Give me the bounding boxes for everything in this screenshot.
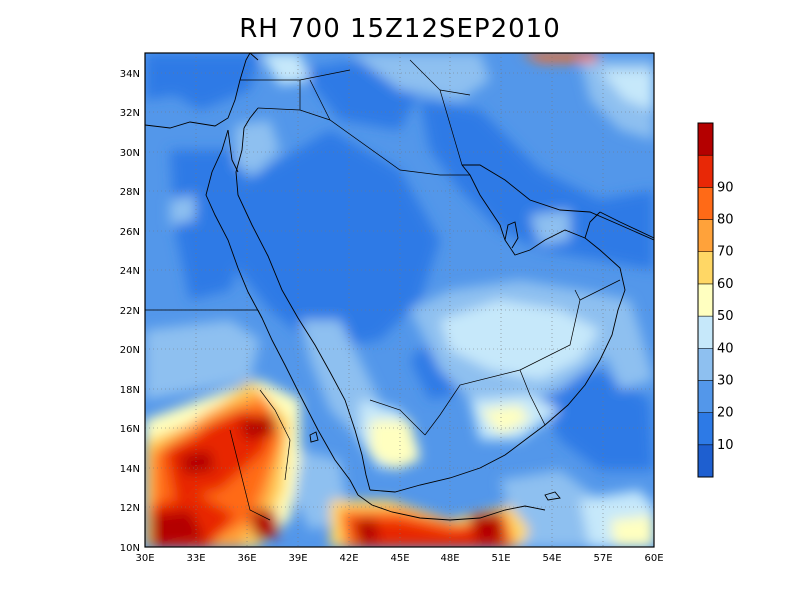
lat-tick-24n: 24N: [120, 266, 140, 277]
lon-tick-39e: 39E: [288, 553, 307, 564]
lon-tick-45e: 45E: [390, 553, 409, 564]
lat-lon-grid: [145, 53, 654, 547]
colorbar-labels: 10 20 30 40 50 60 70 80 90: [717, 180, 734, 452]
plot-frame: [144, 52, 655, 548]
lat-tick-18n: 18N: [120, 385, 140, 396]
lat-tick-22n: 22N: [120, 306, 140, 317]
colorbar-swatch: [697, 219, 714, 252]
lon-tick-36e: 36E: [237, 553, 256, 564]
lat-tick-14n: 14N: [120, 464, 140, 475]
colorbar-swatch: [697, 154, 714, 188]
colorbar-label: 60: [717, 277, 734, 292]
lon-tick-60e: 60E: [644, 553, 663, 564]
colorbar: 10 20 30 40 50 60 70 80 90: [697, 122, 734, 478]
lon-tick-51e: 51E: [491, 553, 510, 564]
colorbar-label: 80: [717, 213, 734, 228]
colorbar-swatch: [697, 122, 714, 156]
lon-tick-42e: 42E: [339, 553, 358, 564]
map-title: RH 700 15Z12SEP2010: [239, 14, 561, 44]
colorbar-swatch: [697, 444, 714, 478]
lat-tick-labels: 10N 12N 14N 16N 18N 20N 22N 24N 26N 28N …: [120, 69, 140, 554]
lon-tick-54e: 54E: [542, 553, 561, 564]
lon-tick-30e: 30E: [135, 553, 154, 564]
colorbar-swatch: [697, 380, 714, 413]
coastlines: [145, 53, 654, 521]
colorbar-swatch: [697, 315, 714, 349]
colorbar-swatch: [697, 283, 714, 317]
colorbar-label: 40: [717, 341, 734, 356]
colorbar-swatch: [697, 348, 714, 381]
rh-field: [145, 53, 654, 547]
lat-tick-16n: 16N: [120, 424, 140, 435]
colorbar-frame: [697, 122, 714, 478]
colorbar-label: 10: [717, 438, 734, 453]
lat-tick-20n: 20N: [120, 345, 140, 356]
lat-tick-34n: 34N: [120, 69, 140, 80]
lat-tick-32n: 32N: [120, 108, 140, 119]
lat-tick-10n: 10N: [120, 543, 140, 554]
lon-tick-labels: 30E 33E 36E 39E 42E 45E 48E 51E 54E 57E …: [135, 553, 663, 564]
colorbar-label: 30: [717, 373, 734, 388]
lon-tick-57e: 57E: [593, 553, 612, 564]
colorbar-swatches: [697, 122, 714, 478]
colorbar-label: 70: [717, 245, 734, 260]
lat-tick-30n: 30N: [120, 148, 140, 159]
colorbar-swatch: [697, 187, 714, 220]
colorbar-label: 90: [717, 180, 734, 195]
colorbar-label: 50: [717, 309, 734, 324]
lat-tick-12n: 12N: [120, 503, 140, 514]
colorbar-swatch: [697, 251, 714, 285]
lat-tick-28n: 28N: [120, 187, 140, 198]
colorbar-swatch: [697, 412, 714, 446]
lon-tick-33e: 33E: [186, 553, 205, 564]
colorbar-label: 20: [717, 406, 734, 421]
borders: [145, 59, 621, 521]
lat-tick-26n: 26N: [120, 227, 140, 238]
lon-tick-48e: 48E: [440, 553, 459, 564]
